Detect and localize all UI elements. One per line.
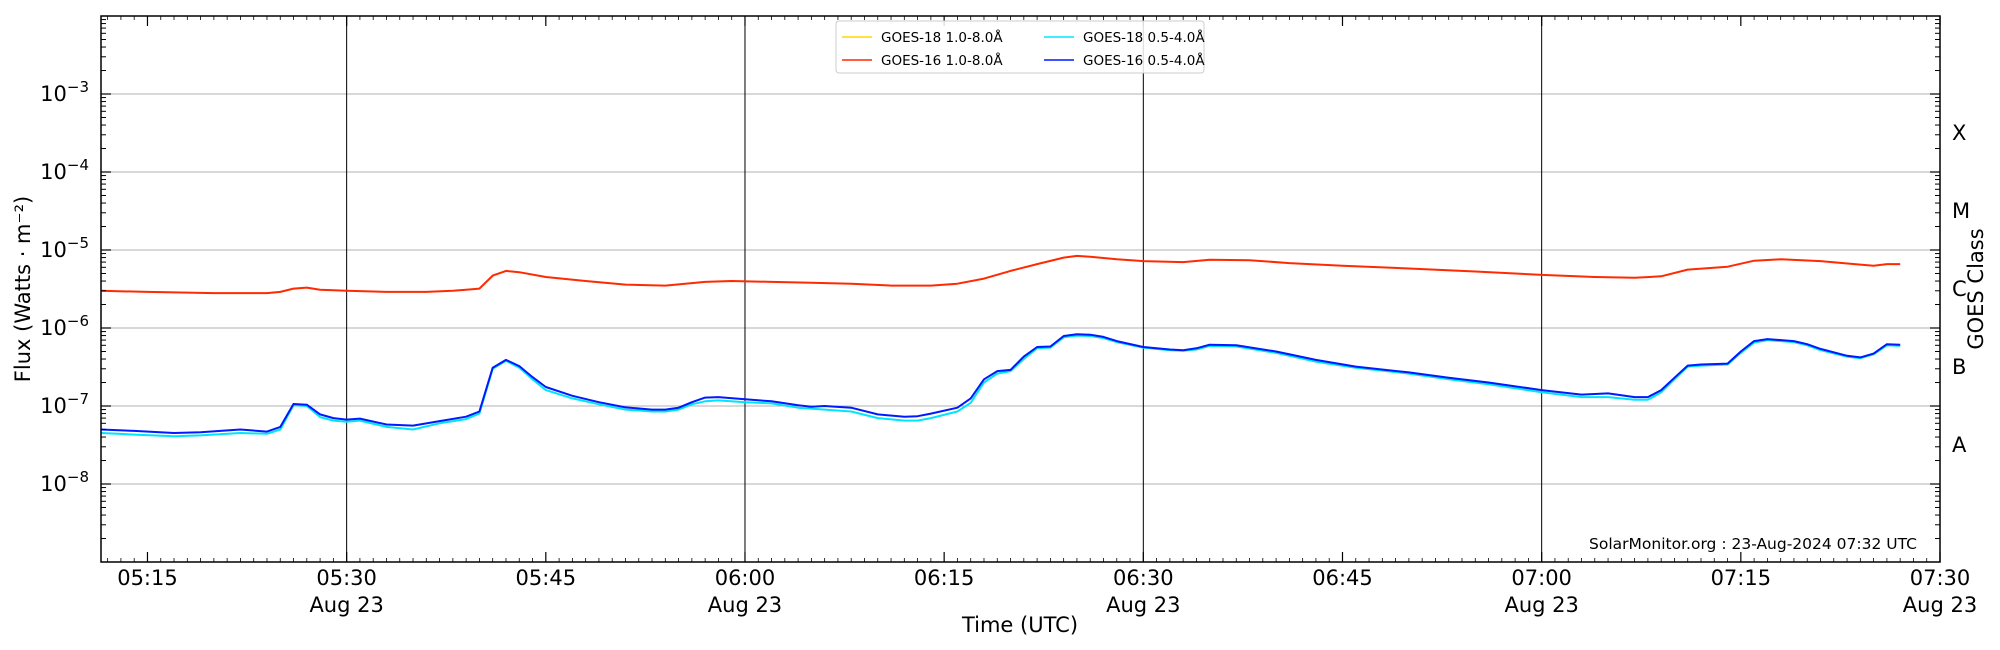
series-line xyxy=(100,333,1901,434)
legend-label-goes16-short: GOES-16 0.5-4.0Å xyxy=(1083,52,1205,69)
x-tick-label: 05:30 xyxy=(316,566,377,590)
x-tick-label: 07:15 xyxy=(1711,566,1772,590)
goes-class-label: B xyxy=(1952,355,1966,379)
x-tick-date-label: Aug 23 xyxy=(1903,593,1977,617)
x-tick-label: 06:15 xyxy=(914,566,975,590)
x-tick-date-label: Aug 23 xyxy=(309,593,383,617)
grid-lines xyxy=(101,16,1940,562)
goes-class-axis-title: GOES Class xyxy=(1964,228,1988,349)
x-tick-date-label: Aug 23 xyxy=(1504,593,1578,617)
goes-class-label: X xyxy=(1952,121,1966,145)
goes-class-label: A xyxy=(1952,433,1967,457)
x-axis-title: Time (UTC) xyxy=(961,613,1078,637)
x-tick-label: 06:45 xyxy=(1312,566,1373,590)
series-line xyxy=(100,254,1901,295)
y-tick-label: 10−4 xyxy=(40,156,89,184)
goes-class-label: M xyxy=(1952,199,1970,223)
x-tick-label: 07:00 xyxy=(1511,566,1572,590)
legend: GOES-18 1.0-8.0Å GOES-16 1.0-8.0Å GOES-1… xyxy=(835,20,1205,74)
data-series xyxy=(100,254,1901,438)
y-tick-label: 10−7 xyxy=(40,390,89,418)
credit-text: SolarMonitor.org : 23-Aug-2024 07:32 UTC xyxy=(1589,535,1917,553)
legend-box xyxy=(835,20,1205,74)
plot-area xyxy=(101,16,1940,562)
legend-label-goes18-long: GOES-18 1.0-8.0Å xyxy=(881,29,1003,46)
x-tick-date-label: Aug 23 xyxy=(708,593,782,617)
legend-label-goes18-short: GOES-18 0.5-4.0Å xyxy=(1083,29,1205,46)
y-tick-label: 10−3 xyxy=(40,78,89,106)
series-line xyxy=(100,334,1901,438)
x-tick-label: 05:45 xyxy=(516,566,577,590)
y-tick-label: 10−6 xyxy=(40,312,89,340)
x-tick-label: 06:30 xyxy=(1113,566,1174,590)
plot-frame xyxy=(100,15,1941,563)
x-tick-date-label: Aug 23 xyxy=(1106,593,1180,617)
y-tick-label: 10−8 xyxy=(40,468,89,496)
axis-tick-labels: 10−8 10−7 10−6 10−5 10−4 10−3 05:15 05:30 Aug 23… xyxy=(40,78,1977,617)
x-tick-label: 06:00 xyxy=(715,566,776,590)
y-axis-title: Flux (Watts · m⁻²) xyxy=(11,196,35,382)
y-tick-label: 10−5 xyxy=(40,234,89,262)
axis-ticks xyxy=(101,16,1941,562)
goes-class-label: C xyxy=(1952,277,1967,301)
x-tick-label: 07:30 xyxy=(1910,566,1971,590)
legend-label-goes16-long: GOES-16 1.0-8.0Å xyxy=(881,52,1003,69)
x-tick-label: 05:15 xyxy=(117,566,178,590)
